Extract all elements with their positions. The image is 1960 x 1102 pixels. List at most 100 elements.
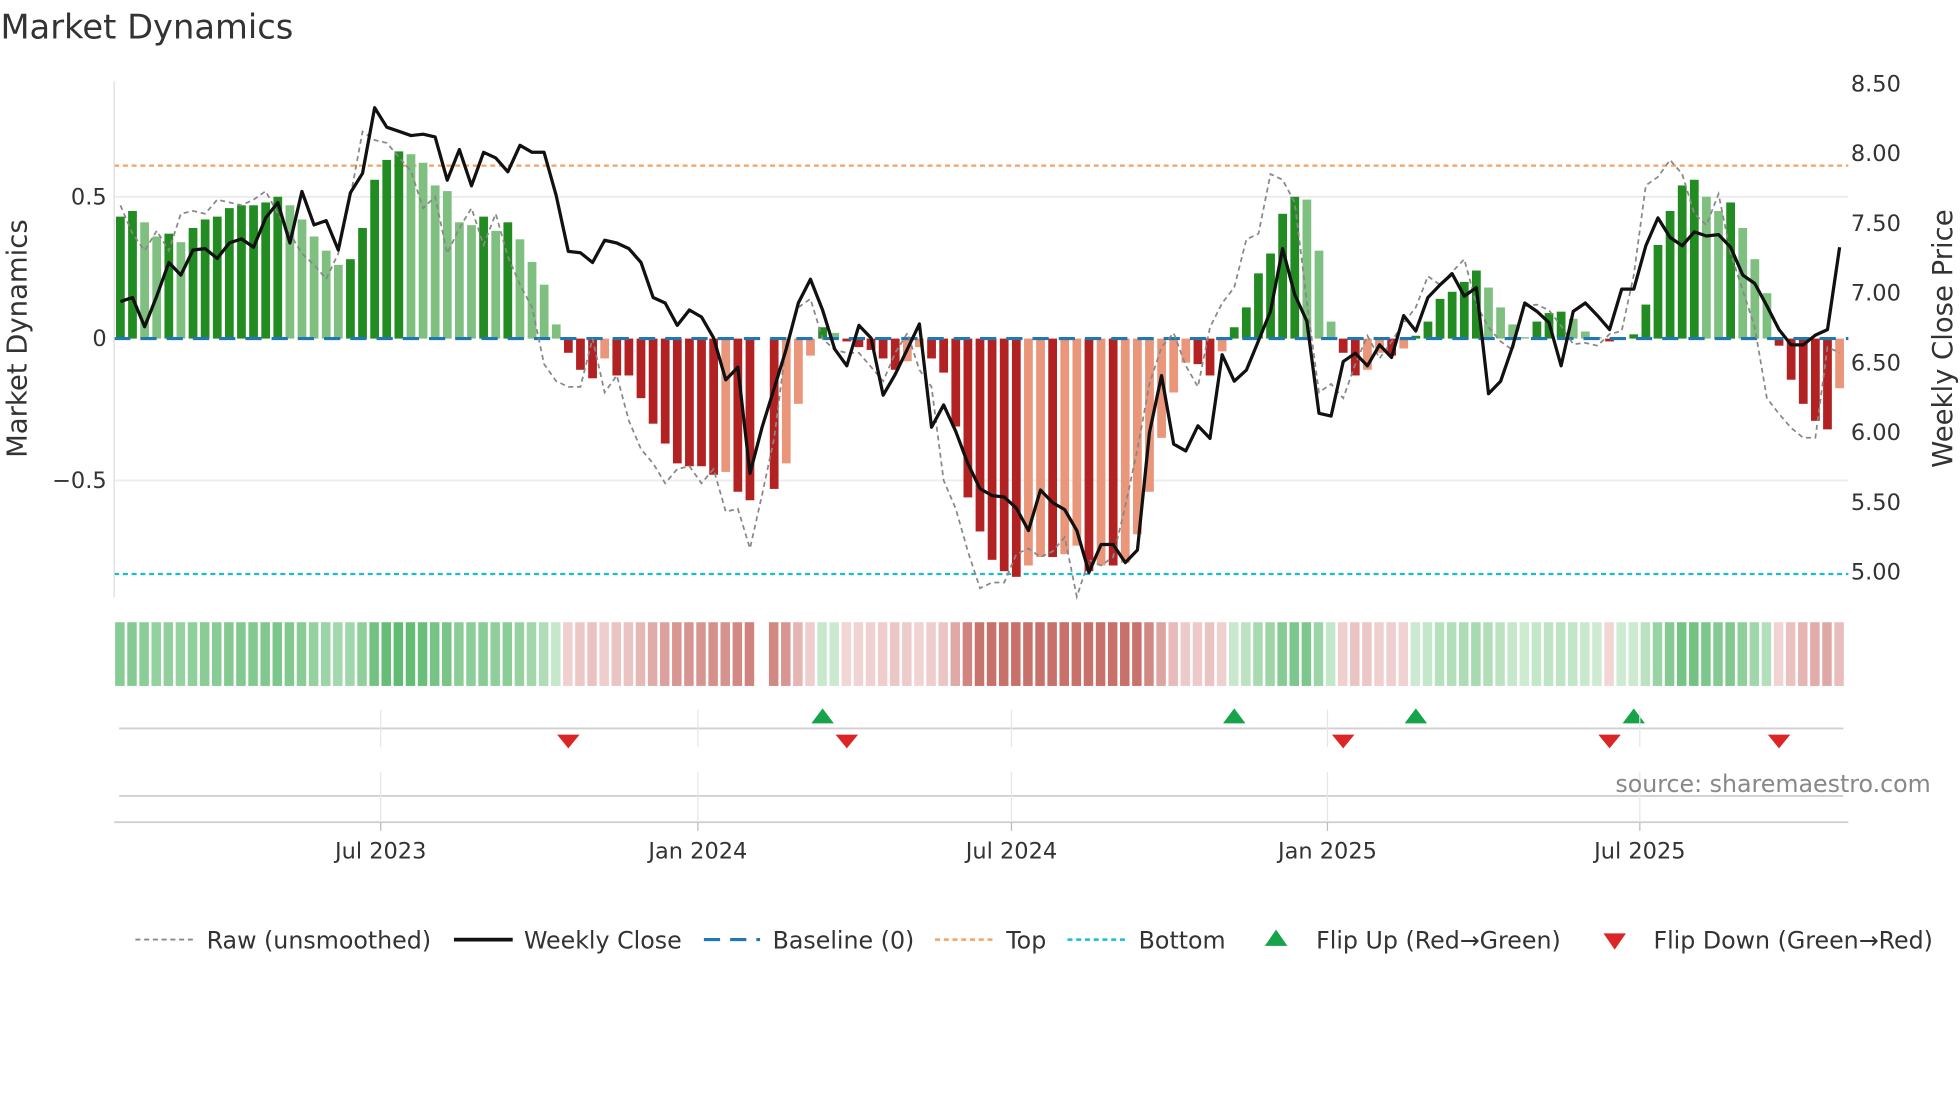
regime-cell xyxy=(1798,622,1808,686)
x-tick-label: Jul 2024 xyxy=(964,838,1057,864)
dynamics-bar xyxy=(1338,338,1348,353)
dynamics-bar xyxy=(1169,338,1179,393)
regime-cell xyxy=(1325,622,1336,686)
dynamics-bar xyxy=(491,230,501,339)
regime-cell xyxy=(1156,622,1166,686)
regime-cell xyxy=(647,622,658,686)
dynamics-bar xyxy=(1387,338,1396,356)
dynamics-bar xyxy=(297,219,307,339)
x-tick-label: Jan 2025 xyxy=(1276,838,1377,864)
regime-cell xyxy=(1459,622,1469,686)
dynamics-bar xyxy=(285,205,295,339)
dynamics-bar xyxy=(672,338,682,464)
regime-cell xyxy=(1398,622,1408,686)
dynamics-bar xyxy=(963,338,973,498)
dynamics-bar xyxy=(1011,338,1021,577)
regime-cell xyxy=(563,622,573,686)
regime-cell xyxy=(1628,622,1639,686)
dynamics-bar xyxy=(1447,291,1457,339)
legend-item-flip-down[interactable]: Flip Down (Green→Red) xyxy=(1603,926,1933,954)
dynamics-bar xyxy=(430,185,440,339)
x-tick-label: Jul 2023 xyxy=(333,838,426,864)
dynamics-bar xyxy=(1653,245,1663,339)
regime-cell xyxy=(1095,622,1106,686)
regime-cell xyxy=(1543,622,1554,686)
dynamics-bar xyxy=(1314,250,1324,339)
x-tick-label: Jan 2024 xyxy=(646,838,747,864)
dynamics-bar xyxy=(806,338,815,356)
y2-tick-label: 7.00 xyxy=(1851,281,1901,307)
regime-cell xyxy=(526,622,537,686)
regime-cell xyxy=(405,622,416,686)
regime-cell xyxy=(1592,622,1602,686)
regime-cell xyxy=(1362,622,1372,686)
dynamics-bar xyxy=(1217,338,1227,352)
dynamics-bar xyxy=(1290,196,1300,339)
legend-item-raw[interactable]: Raw (unsmoothed) xyxy=(135,926,431,954)
regime-cell xyxy=(926,622,936,686)
regime-cell xyxy=(345,622,355,686)
dynamics-bar xyxy=(999,338,1009,572)
dynamics-bar xyxy=(406,154,416,339)
dynamics-bar xyxy=(1459,281,1469,339)
regime-cell xyxy=(211,622,222,686)
regime-cell xyxy=(502,622,513,686)
regime-cell xyxy=(1471,622,1481,686)
regime-cell xyxy=(1434,622,1445,686)
regime-cell xyxy=(381,622,391,686)
regime-cell xyxy=(1374,622,1384,686)
flip-panel xyxy=(114,727,1849,824)
dynamics-bar xyxy=(140,222,149,339)
flip-down-marker xyxy=(1331,734,1355,749)
flip-markers xyxy=(557,708,1791,749)
legend-item-close[interactable]: Weekly Close xyxy=(453,926,682,954)
regime-cell xyxy=(672,622,682,686)
regime-cell xyxy=(1059,622,1069,686)
dynamics-bar xyxy=(309,236,319,339)
dynamics-bar xyxy=(576,338,585,370)
regime-cell xyxy=(732,622,743,686)
dynamics-bar xyxy=(382,159,392,339)
regime-cell xyxy=(1277,622,1287,686)
regime-cell xyxy=(320,622,331,686)
dynamics-bar xyxy=(685,338,694,467)
regime-cell xyxy=(357,622,367,686)
dynamics-bar xyxy=(1205,338,1215,376)
regime-cell xyxy=(962,622,973,686)
regime-cell xyxy=(1228,622,1239,686)
dynamics-bar xyxy=(1798,338,1808,404)
regime-cell xyxy=(1192,622,1203,686)
right-axis-title: Weekly Close Price xyxy=(1927,209,1959,467)
regime-cell xyxy=(1676,622,1687,686)
regime-cell xyxy=(829,622,839,686)
dynamics-bar xyxy=(709,338,719,475)
dynamics-bar xyxy=(648,338,658,424)
dynamics-bar xyxy=(927,338,936,359)
dynamics-bar xyxy=(1496,307,1505,339)
regime-cell xyxy=(1604,622,1614,686)
legend-label-baseline: Baseline (0) xyxy=(773,926,915,954)
y2-tick-label: 5.00 xyxy=(1851,560,1901,586)
regime-cell xyxy=(986,622,997,686)
regime-cell xyxy=(151,622,161,686)
dynamics-bar xyxy=(346,259,355,339)
dynamics-bar xyxy=(1181,338,1191,363)
dynamics-bar xyxy=(1254,273,1263,339)
dynamics-bar xyxy=(249,205,258,339)
regime-cell xyxy=(1301,622,1312,686)
regime-cell xyxy=(1144,622,1154,686)
regime-cell xyxy=(1386,622,1396,686)
legend-item-baseline[interactable]: Baseline (0) xyxy=(703,926,915,954)
legend-item-flip-up[interactable]: Flip Up (Red→Green) xyxy=(1264,926,1561,954)
dynamics-bar xyxy=(1048,338,1058,557)
legend-item-bottom[interactable]: Bottom xyxy=(1067,926,1226,954)
regime-cell xyxy=(393,622,404,686)
dynamics-bar xyxy=(1363,338,1372,370)
legend-item-top[interactable]: Top xyxy=(935,926,1046,954)
regime-cell xyxy=(1761,622,1772,686)
dynamics-bar xyxy=(1133,338,1142,535)
dynamics-bar xyxy=(1714,210,1723,339)
dynamics-bar xyxy=(164,233,174,339)
regime-cell xyxy=(1265,622,1275,686)
regime-cell xyxy=(1725,622,1735,686)
